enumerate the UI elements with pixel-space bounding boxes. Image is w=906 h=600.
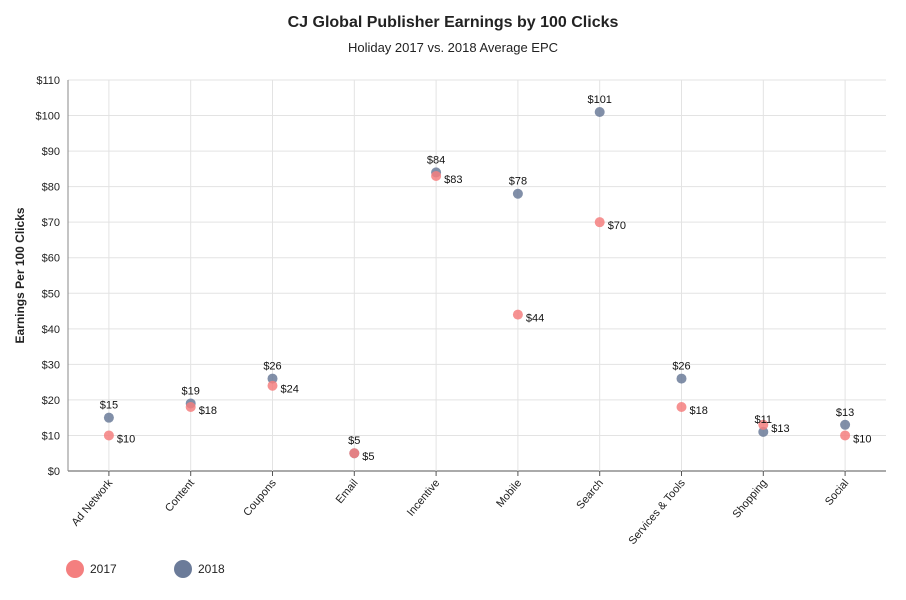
point-2018	[594, 106, 605, 117]
data-label-2018: $78	[509, 176, 527, 188]
y-tick-label: $60	[42, 253, 60, 265]
legend-label-2018: 2018	[198, 562, 225, 576]
x-tick-label: Coupons	[241, 477, 279, 519]
data-label-2018: $26	[263, 361, 281, 373]
point-2017	[185, 402, 196, 413]
point-2017	[758, 419, 769, 430]
data-label-2017: $18	[690, 405, 708, 417]
point-2017	[512, 309, 523, 320]
point-2018	[512, 188, 523, 199]
data-label-2017: $5	[362, 451, 374, 463]
point-2017	[840, 430, 851, 441]
y-tick-label: $110	[36, 75, 60, 87]
point-2017	[594, 217, 605, 228]
y-tick-label: $20	[42, 395, 60, 407]
data-label-2018: $84	[427, 154, 445, 166]
chart-subtitle: Holiday 2017 vs. 2018 Average EPC	[347, 40, 559, 55]
x-tick-label: Incentive	[405, 477, 442, 518]
x-tick-label: Search	[574, 477, 606, 511]
y-axis-title: Earnings Per 100 Clicks	[13, 207, 27, 343]
point-2017	[349, 448, 360, 459]
y-tick-label: $90	[42, 146, 60, 158]
y-tick-label: $100	[36, 111, 60, 123]
legend: 2017 2018	[66, 560, 282, 578]
point-2018	[758, 426, 769, 437]
data-label-2018: $11	[755, 414, 773, 426]
y-tick-label: $10	[42, 430, 60, 442]
point-2018	[103, 412, 114, 423]
y-tick-label: $0	[48, 466, 60, 478]
legend-label-2017: 2017	[90, 562, 117, 576]
data-label-2017: $70	[608, 220, 626, 232]
y-tick-label: $30	[42, 359, 60, 371]
data-label-2018: $13	[836, 407, 854, 419]
point-2017	[431, 170, 442, 181]
point-2017	[267, 380, 278, 391]
point-2017	[676, 402, 687, 413]
data-label-2017: $13	[771, 423, 789, 435]
y-tick-label: $50	[42, 288, 60, 300]
chart-title: CJ Global Publisher Earnings by 100 Clic…	[287, 14, 619, 31]
data-label-2018: $15	[100, 400, 118, 412]
legend-item-2017[interactable]: 2017	[66, 560, 174, 578]
x-tick-label: Mobile	[494, 477, 524, 510]
x-tick-label: Content	[163, 477, 197, 514]
data-label-2017: $18	[199, 405, 217, 417]
data-label-2018: $19	[182, 385, 200, 397]
data-label-2017: $44	[526, 313, 544, 325]
legend-swatch-2018	[174, 560, 192, 578]
data-label-2017: $10	[117, 433, 135, 445]
x-tick-label: Ad Network	[69, 477, 115, 529]
data-label-2018: $5	[348, 435, 360, 447]
data-label-2017: $24	[281, 384, 299, 396]
x-tick-label: Email	[334, 477, 361, 506]
x-tick-label: Services & Tools	[626, 477, 688, 547]
point-2018	[840, 419, 851, 430]
point-2018	[267, 373, 278, 384]
x-tick-label: Social	[823, 477, 851, 508]
data-label-2018: $26	[672, 361, 690, 373]
data-label-2017: $10	[853, 433, 871, 445]
y-tick-label: $40	[42, 324, 60, 336]
point-2017	[103, 430, 114, 441]
x-tick-label: Shopping	[731, 477, 770, 520]
data-label-2017: $83	[444, 174, 462, 186]
y-tick-label: $80	[42, 182, 60, 194]
y-tick-label: $70	[42, 217, 60, 229]
data-label-2018: $101	[587, 94, 611, 106]
legend-swatch-2017	[66, 560, 84, 578]
legend-item-2018[interactable]: 2018	[174, 560, 282, 578]
point-2018	[676, 373, 687, 384]
